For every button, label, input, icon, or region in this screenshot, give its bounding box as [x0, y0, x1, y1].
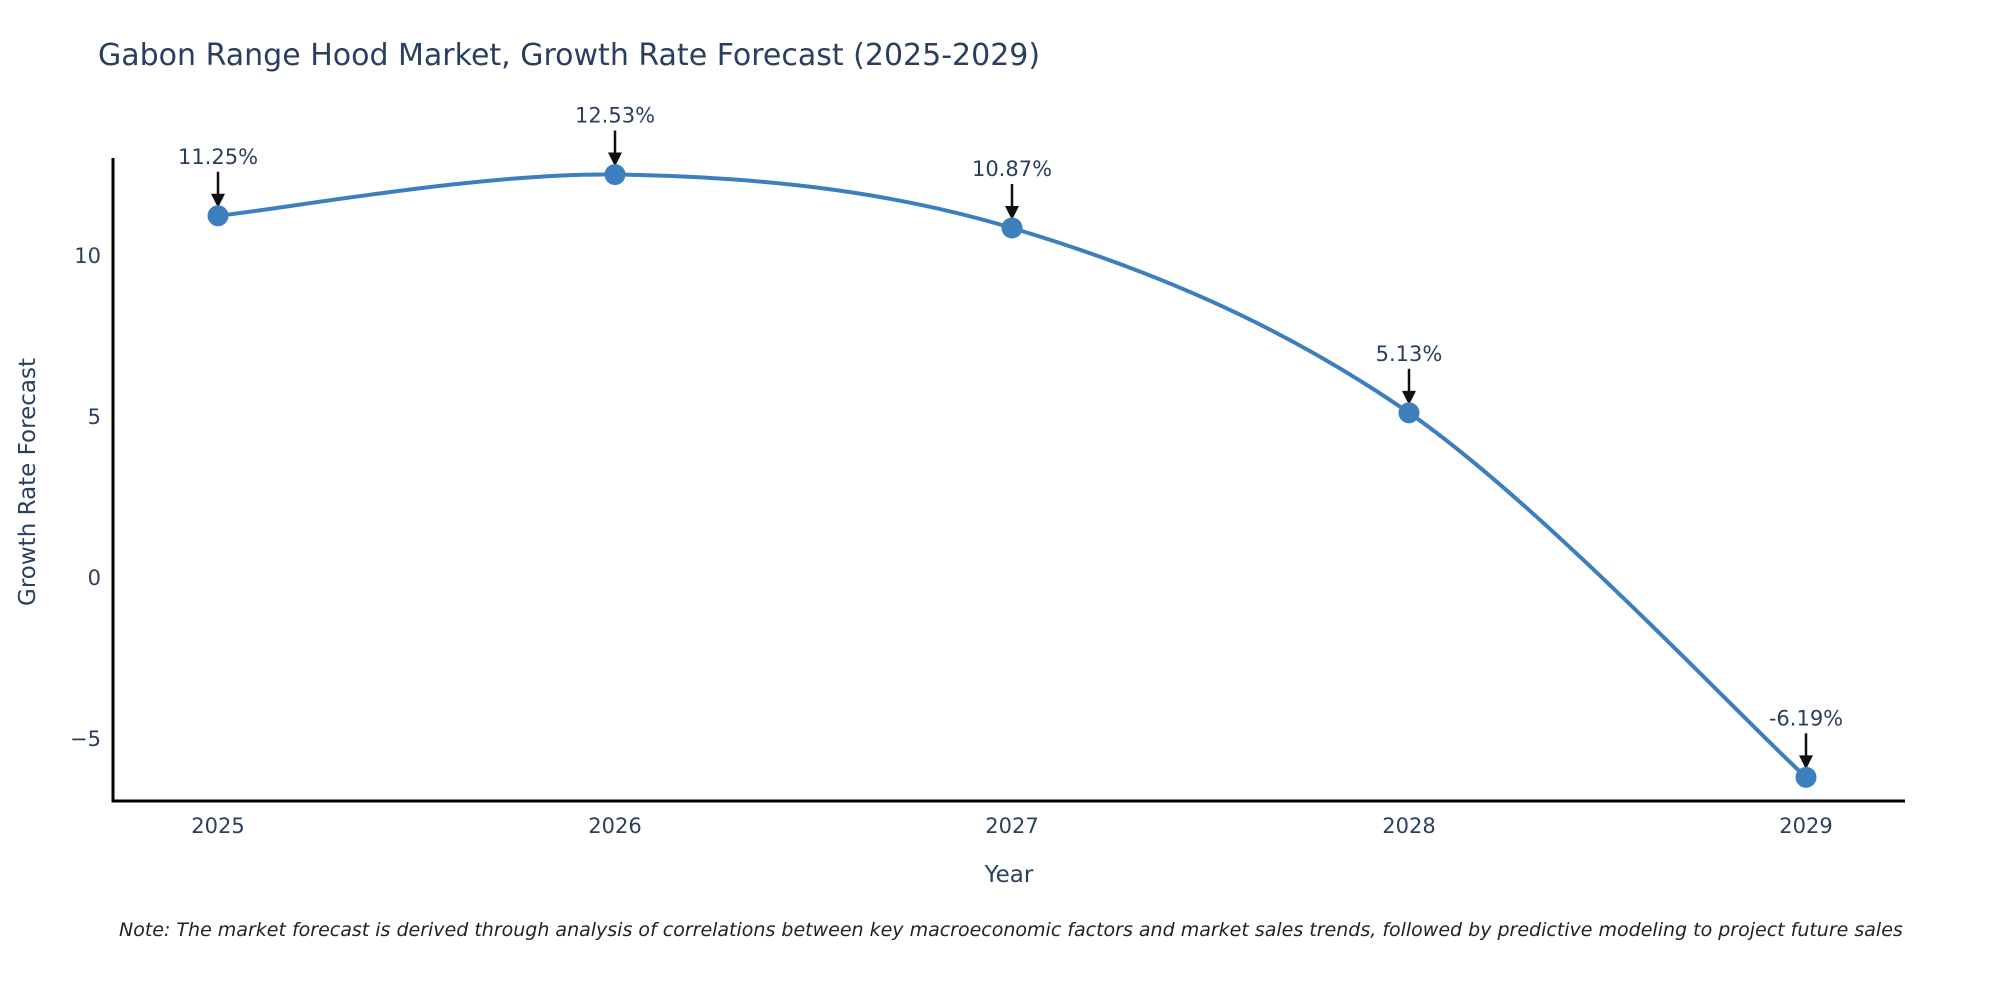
- y-axis-title: Growth Rate Forecast: [15, 358, 41, 606]
- data-point-2025[interactable]: [207, 205, 229, 227]
- y-tick-label: 10: [74, 244, 101, 268]
- point-annotation-2027: 10.87%: [972, 157, 1052, 181]
- forecast-line: [216, 172, 1808, 780]
- y-tick-label: 5: [88, 405, 101, 429]
- x-tick-label: 2026: [588, 814, 641, 838]
- annotation-arrow-head: [608, 152, 622, 167]
- x-tick-label: 2025: [191, 814, 244, 838]
- point-annotation-2028: 5.13%: [1376, 342, 1443, 366]
- data-point-2026[interactable]: [604, 164, 626, 186]
- data-point-2029[interactable]: [1795, 766, 1817, 788]
- point-annotation-2026: 12.53%: [575, 104, 655, 128]
- point-annotation-2025: 11.25%: [178, 145, 258, 169]
- y-tick-label: 0: [88, 566, 101, 590]
- annotation-arrow-head: [1799, 755, 1813, 770]
- data-point-2027[interactable]: [1001, 217, 1023, 239]
- x-axis-title: Year: [984, 862, 1034, 888]
- annotation-arrow-head: [1402, 390, 1416, 405]
- x-tick-label: 2028: [1382, 814, 1435, 838]
- x-tick-label: 2029: [1779, 814, 1832, 838]
- data-point-2028[interactable]: [1398, 402, 1420, 424]
- y-tick-label: −5: [70, 727, 101, 751]
- annotation-arrow-head: [211, 193, 225, 208]
- point-annotation-2029: -6.19%: [1769, 706, 1843, 730]
- x-tick-label: 2027: [985, 814, 1038, 838]
- annotation-arrow-head: [1005, 205, 1019, 220]
- chart-title: Gabon Range Hood Market, Growth Rate For…: [98, 38, 1041, 73]
- methodology-note: Note: The market forecast is derived thr…: [119, 919, 1903, 941]
